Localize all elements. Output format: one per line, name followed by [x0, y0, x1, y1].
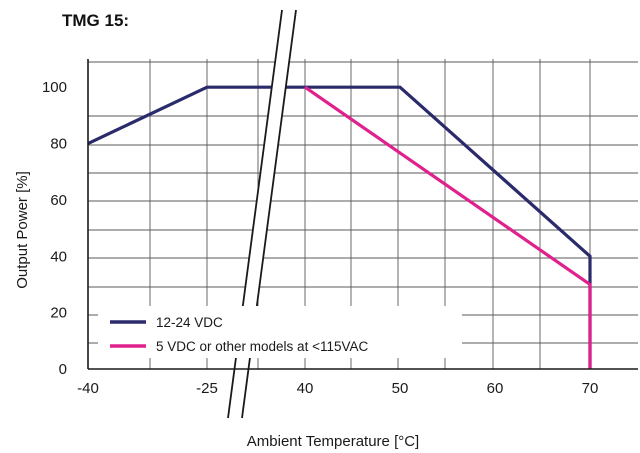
x-tick-label: -25 [196, 380, 218, 397]
series-layer [87, 85, 592, 369]
y-axis-title: Output Power [%] [14, 171, 31, 289]
chart-title: TMG 15: [62, 11, 129, 30]
y-tick-label: 0 [59, 361, 67, 378]
legend-label-1: 12-24 VDC [156, 315, 223, 330]
y-tick-label: 40 [50, 248, 67, 265]
y-tick-label: 100 [42, 79, 67, 96]
x-axis-title: Ambient Temperature [°C] [247, 433, 419, 450]
x-tick-label: -40 [77, 380, 99, 397]
legend: 12-24 VDC 5 VDC or other models at <115VA… [98, 306, 462, 358]
y-tick-label: 60 [50, 192, 67, 209]
legend-box [98, 306, 462, 358]
x-tick-label: 60 [487, 380, 504, 397]
x-tick-label: 70 [582, 380, 599, 397]
x-tick-label: 40 [297, 380, 314, 397]
axes-layer: 0 20 40 60 80 100 -40 -25 40 50 60 70 [42, 59, 638, 397]
x-tick-label: 50 [392, 380, 409, 397]
series-line-1 [87, 85, 592, 369]
series-line-2 [304, 85, 592, 369]
y-tick-label: 20 [50, 305, 67, 322]
legend-label-2: 5 VDC or other models at <115VAC [156, 339, 368, 354]
y-tick-label: 80 [50, 136, 67, 153]
